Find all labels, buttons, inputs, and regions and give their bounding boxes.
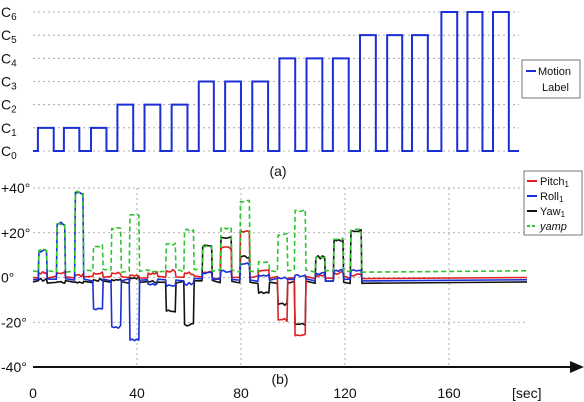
y-tick-label: C1 [1, 120, 17, 139]
x-tick-label: 40 [129, 385, 145, 401]
y-tick-label: C2 [1, 97, 17, 116]
y-tick-label: C4 [1, 50, 17, 69]
x-tick-label: 0 [29, 385, 37, 401]
series-line-roll1 [32, 191, 528, 342]
x-tick-label: 80 [233, 385, 249, 401]
panel-a-series [33, 11, 519, 152]
y-tick-label: C0 [1, 143, 17, 162]
panel-b-legend: Pitch1 Roll1 Yaw1 yamp [523, 170, 583, 236]
series-line-yamp [32, 190, 528, 274]
x-tick-label: 160 [437, 385, 461, 401]
motion-label-series-line [33, 11, 519, 152]
y-tick-label: -40° [1, 359, 27, 375]
x-tick-label: 120 [333, 385, 357, 401]
panel-a-legend: Motion Label [521, 59, 581, 99]
panel-b-y-tick-labels: +40° +20° 0° -20° -40° [1, 180, 30, 375]
legend-label-line2: Label [542, 82, 569, 94]
y-tick-label: +40° [1, 180, 30, 196]
y-tick-label: C3 [1, 74, 17, 93]
x-unit-label: [sec] [512, 385, 542, 401]
panel-a-motion-label-chart: C0 C1 C2 C3 C4 C5 C6 Motion Label (a) [1, 4, 581, 179]
legend-label-line1: Motion [538, 66, 571, 78]
legend-label: Yaw1 [540, 206, 566, 219]
y-tick-label: -20° [1, 314, 27, 330]
legend-label: yamp [539, 221, 567, 233]
panel-a-gridlines [33, 11, 519, 152]
panel-b-x-axis [33, 361, 584, 373]
panel-b-series [32, 190, 528, 342]
legend-label: Pitch1 [540, 176, 569, 189]
panel-a-y-tick-labels: C0 C1 C2 C3 C4 C5 C6 [1, 4, 17, 162]
series-line-yaw1 [32, 228, 528, 327]
panel-b-caption: (b) [271, 371, 288, 387]
y-tick-label: 0° [1, 270, 14, 286]
y-tick-label: C5 [1, 27, 17, 46]
legend-label: Roll1 [540, 191, 564, 204]
series-line-pitch1 [32, 229, 528, 337]
legend-box [521, 59, 581, 99]
y-tick-label: C6 [1, 4, 17, 23]
panel-b-x-tick-labels: 0 40 80 120 160 [29, 385, 461, 401]
x-axis-arrow-icon [570, 361, 584, 373]
y-tick-label: +20° [1, 225, 30, 241]
panel-b-orientation-chart: +40° +20° 0° -20° -40° Pitch1 Roll1 Yaw1 yamp (… [1, 170, 584, 401]
panel-a-caption: (a) [269, 163, 286, 179]
